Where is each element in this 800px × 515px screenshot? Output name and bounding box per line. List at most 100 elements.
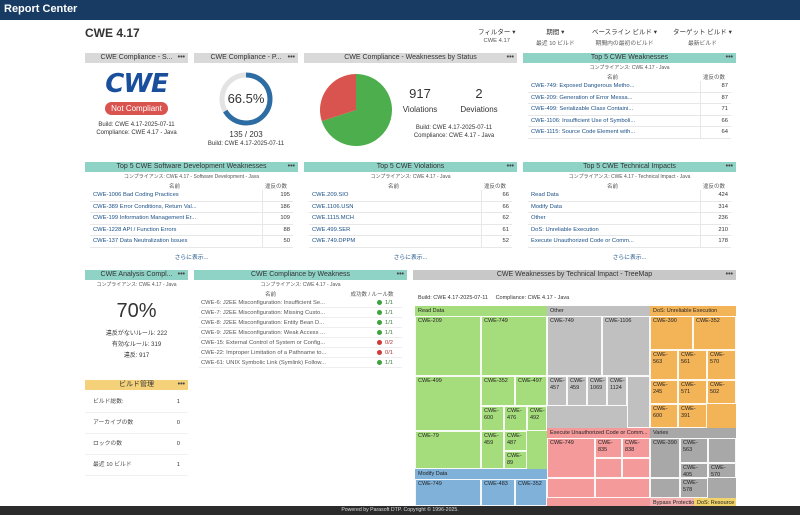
weakness-list[interactable]: CWE-6: J2EE Misconfiguration: Insufficie… [194,298,407,370]
archive-count-row: アーカイブの数 0 [85,413,188,434]
list-item[interactable]: CWE-9: J2EE Misconfiguration: Weak Acces… [199,328,402,338]
treemap-cell[interactable]: CWE-476 [504,406,527,431]
table-row[interactable]: CWE.749.DPPM 52 [309,236,512,248]
list-item[interactable]: CWE-61: UNIX Symbolic Link (Symlink) Fol… [199,358,402,368]
treemap-category[interactable]: Bypass Protection [650,498,694,506]
table-row[interactable]: CWE-1006 Bad Coding Practices 195 [90,190,293,202]
treemap-cell[interactable]: CWE-570 [708,463,736,478]
more-options-icon[interactable]: ••• [725,271,733,278]
treemap-cell[interactable]: CWE-561 [678,350,707,380]
more-options-icon[interactable]: ••• [506,54,514,61]
more-options-icon[interactable]: ••• [396,271,404,278]
table-row[interactable]: DoS: Unreliable Execution 210 [528,224,731,236]
treemap-cell[interactable] [547,478,595,498]
treemap-cell[interactable] [595,478,650,498]
treemap-cell[interactable]: CWE-459 [481,431,504,469]
treemap-cell[interactable]: CWE-405 [680,463,708,478]
table-row[interactable]: Other 236 [528,213,731,225]
treemap-cell[interactable]: CWE-352 [481,376,515,406]
show-more-link[interactable]: さらに表示... [393,254,428,261]
table-row[interactable]: Execute Unauthorized Code or Comm... 178 [528,236,731,248]
treemap-cell[interactable] [622,458,650,478]
table-row[interactable]: CWE.1106.USN 66 [309,201,512,213]
list-item[interactable]: CWE-8: J2EE Misconfiguration: Entity Bea… [199,318,402,328]
list-item[interactable]: CWE-15: External Control of System or Co… [199,338,402,348]
treemap-cell[interactable]: CWE-459 [567,376,587,406]
gauge-percent: 66.5% [228,91,265,106]
more-options-icon[interactable]: ••• [177,381,185,388]
compliance-label: Compliance: CWE 4.17 - Java [96,130,177,136]
treemap-cell[interactable]: CWE-483 [481,479,515,506]
treemap-cell[interactable]: CWE-749 [547,438,595,478]
table-row[interactable]: CWE-749: Exposed Dangerous Metho... 87 [528,81,731,93]
treemap-cell[interactable]: CWE-390 [650,316,693,350]
baseline-build-menu[interactable]: ベースライン ビルド ▾ 期間内の最初のビルド [592,29,658,47]
target-build-menu[interactable]: ターゲット ビルド ▾ 最新ビルド [673,29,732,47]
more-options-icon[interactable]: ••• [177,54,185,61]
filter-menu[interactable]: フィルター ▾ CWE 4.17 [478,29,516,44]
treemap-cell[interactable]: CWE-563 [650,350,678,380]
show-more-link[interactable]: さらに表示... [612,254,647,261]
table-row[interactable]: CWE-1106: Insufficient Use of Symboli...… [528,115,731,127]
treemap-cell[interactable]: CWE-571 [678,380,707,404]
table-row[interactable]: CWE-499: Serializable Class Containi... 7… [528,104,731,116]
treemap-cell[interactable] [708,438,736,463]
show-more-link[interactable]: さらに表示... [174,254,209,261]
list-item[interactable]: CWE-7: J2EE Misconfiguration: Missing Cu… [199,308,402,318]
more-options-icon[interactable]: ••• [177,271,185,278]
treemap-cell[interactable]: CWE-600 [481,406,504,431]
table-row[interactable]: CWE-1228 API / Function Errors 88 [90,224,293,236]
treemap-cell[interactable]: CWE-570 [707,350,736,380]
treemap-cell[interactable]: CWE-497 [515,376,547,406]
table-row[interactable]: CWE-137 Data Neutralization Issues 50 [90,236,293,248]
treemap-cell[interactable]: CWE-838 [622,438,650,458]
list-item[interactable]: CWE-6: J2EE Misconfiguration: Insufficie… [199,298,402,308]
treemap-cell[interactable]: CWE-391 [678,404,707,428]
treemap-cell[interactable]: CWE-1124 [607,376,627,406]
more-options-icon[interactable]: ••• [287,54,295,61]
table-row[interactable]: CWE-209: Generation of Error Messa... 87 [528,92,731,104]
treemap-cell[interactable]: CWE-89 [504,451,527,469]
treemap-cell[interactable]: CWE-487 [504,431,527,451]
treemap-cell[interactable]: CWE-600 [650,404,678,428]
treemap-cell[interactable]: CWE-492 [527,406,547,431]
treemap-cell[interactable]: CWE-1069 [587,376,607,406]
treemap-cell[interactable]: CWE-563 [680,438,708,463]
treemap-cell[interactable]: CWE-502 [707,380,736,404]
treemap-cell[interactable]: CWE-749 [547,316,602,376]
treemap-cell[interactable]: CWE-749 [481,316,547,376]
table-row[interactable]: CWE-199 Information Management Er... 109 [90,213,293,225]
more-options-icon[interactable]: ••• [506,163,514,170]
treemap-cell[interactable]: CWE-352 [515,479,547,506]
treemap-cell[interactable]: CWE-245 [650,380,678,404]
cwe-logo: CWE [105,69,169,99]
table-row[interactable]: CWE.209.SIO 66 [309,190,512,202]
more-options-icon[interactable]: ••• [725,54,733,61]
more-options-icon[interactable]: ••• [287,163,295,170]
treemap-cell[interactable] [595,458,622,478]
table-row[interactable]: Read Data 424 [528,190,731,202]
widget-title: Top 5 CWE Weaknesses ••• [523,53,736,63]
treemap-cell[interactable]: CWE-390 [650,438,680,478]
treemap-cell[interactable]: CWE-352 [693,316,736,350]
treemap-area[interactable]: Read Data CWE-209 CWE-749 CWE-499 CWE-352 CWE… [415,306,736,506]
table-row[interactable]: CWE-389 Error Conditions, Return Val... 1… [90,201,293,213]
treemap-category[interactable]: DoS: Resource [694,498,736,506]
treemap-cell[interactable]: CWE-835 [595,438,622,458]
table-row[interactable]: CWE.499.SER 61 [309,224,512,236]
treemap-cell[interactable]: CWE-79 [415,431,481,469]
table-row[interactable]: Modify Data 314 [528,201,731,213]
treemap-cell[interactable]: CWE-499 [415,376,481,431]
period-menu[interactable]: 期間 ▾ 最近 10 ビルド [536,29,575,47]
more-options-icon[interactable]: ••• [725,163,733,170]
table-row[interactable]: CWE-1115: Source Code Element with... 64 [528,127,731,139]
treemap-cell[interactable]: CWE-457 [547,376,567,406]
treemap-cell[interactable] [627,376,650,428]
treemap-cell[interactable]: CWE-1106 [602,316,650,376]
treemap-cell[interactable] [650,478,680,498]
treemap-cell[interactable]: CWE-578 [680,478,708,498]
table-row[interactable]: CWE.1115.MCH 62 [309,213,512,225]
list-item[interactable]: CWE-22: Improper Limitation of a Pathnam… [199,348,402,358]
treemap-cell[interactable]: CWE-749 [415,479,481,506]
treemap-cell[interactable]: CWE-209 [415,316,481,376]
